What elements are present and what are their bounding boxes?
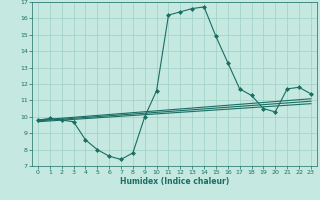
X-axis label: Humidex (Indice chaleur): Humidex (Indice chaleur)	[120, 177, 229, 186]
